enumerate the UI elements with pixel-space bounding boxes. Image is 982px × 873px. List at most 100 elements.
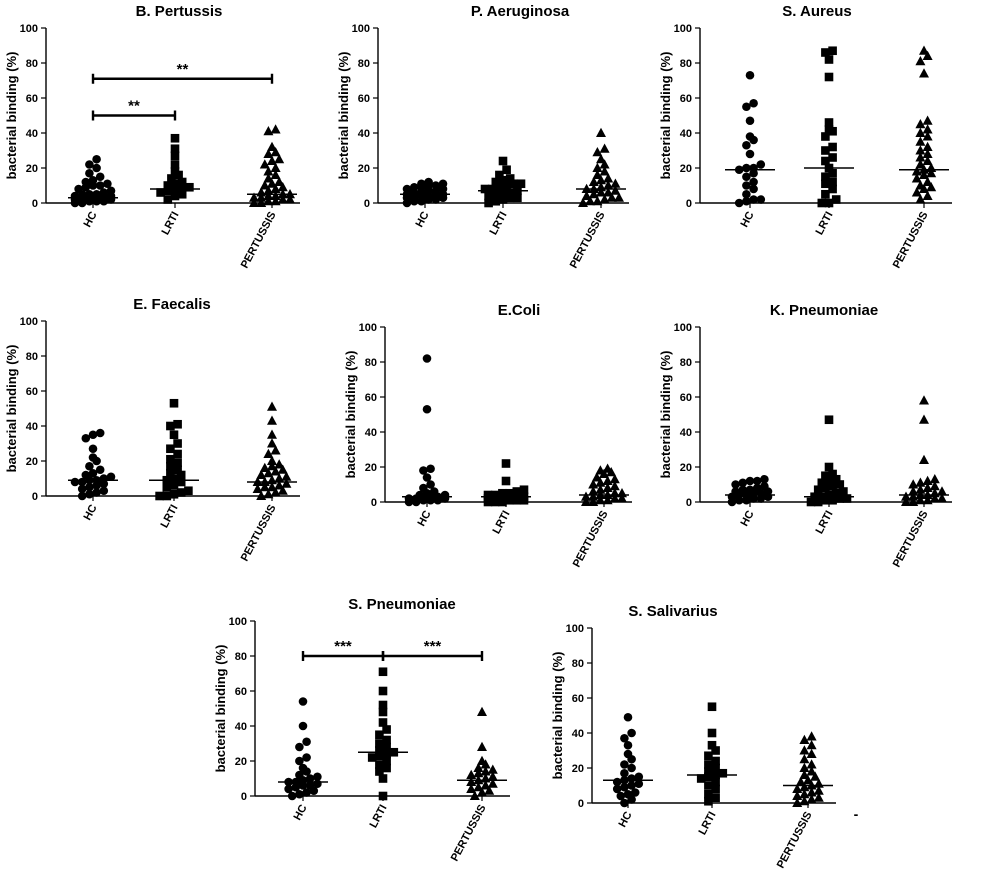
data-point-hc — [95, 172, 105, 182]
data-point-hc — [92, 488, 101, 497]
data-point-hc — [742, 172, 751, 182]
y-tick-label: 40 — [26, 128, 38, 140]
data-point-lrti — [821, 189, 830, 199]
data-point-hc — [623, 740, 633, 750]
y-tick-label: 0 — [578, 798, 584, 810]
data-point-lrti — [375, 751, 384, 761]
data-point-lrti — [704, 751, 713, 761]
data-point-lrti — [173, 465, 182, 475]
chart-title: K. Pneumoniae — [770, 302, 878, 319]
y-axis-label: bacterial binding (%) — [658, 351, 673, 479]
data-point-pertussis — [922, 475, 933, 485]
data-point-pertussis — [922, 131, 933, 141]
y-tick-label: 20 — [358, 163, 370, 175]
data-point-pertussis — [487, 771, 498, 781]
data-point-hc — [620, 733, 629, 743]
data-point-lrti — [711, 777, 720, 787]
x-tick-label: HC — [739, 210, 757, 230]
data-point-pertussis — [915, 194, 926, 204]
data-point-pertussis — [609, 481, 620, 491]
data-point-pertussis — [267, 415, 277, 425]
data-point-pertussis — [911, 173, 922, 183]
data-point-lrti — [173, 449, 182, 459]
data-point-lrti — [487, 184, 497, 194]
data-point-pertussis — [585, 196, 596, 206]
x-tick-label: LRTI — [488, 210, 510, 237]
data-point-pertussis — [277, 485, 288, 495]
data-point-lrti — [824, 462, 834, 472]
data-point-pertussis — [617, 493, 627, 503]
data-point-lrti — [163, 181, 173, 190]
y-tick-label: 100 — [359, 322, 377, 334]
data-point-lrti — [821, 471, 830, 481]
y-axis-label: bacterial binding (%) — [343, 351, 358, 479]
data-point-hc — [620, 782, 629, 792]
data-point-lrti — [817, 198, 827, 208]
data-point-hc — [422, 404, 432, 414]
data-point-lrti — [831, 474, 841, 484]
data-point-hc — [756, 160, 766, 169]
data-point-pertussis — [263, 448, 274, 458]
data-point-hc — [756, 195, 766, 204]
y-tick-label: 100 — [20, 316, 38, 328]
data-point-hc — [305, 774, 315, 783]
data-point-lrti — [718, 768, 728, 778]
data-point-lrti — [813, 497, 823, 507]
data-point-pertussis — [915, 495, 926, 505]
data-point-lrti — [162, 491, 172, 501]
y-tick-label: 60 — [680, 93, 692, 105]
data-point-pertussis — [915, 127, 926, 137]
data-point-lrti — [824, 198, 834, 208]
chart-title: S. Salivarius — [628, 603, 717, 620]
data-point-pertussis — [263, 166, 274, 176]
data-point-hc — [749, 177, 758, 187]
data-point-lrti — [824, 125, 834, 134]
data-point-pertussis — [908, 479, 919, 489]
x-tick-label: HC — [292, 803, 310, 823]
y-axis-label: bacterial binding (%) — [4, 52, 19, 180]
data-point-lrti — [378, 700, 388, 710]
data-point-lrti — [155, 491, 164, 501]
data-point-pertussis — [267, 401, 277, 411]
data-point-hc — [623, 712, 633, 722]
data-point-lrti — [835, 480, 845, 489]
data-point-pertussis — [806, 731, 817, 741]
data-point-hc — [81, 470, 91, 480]
data-point-lrti — [502, 181, 511, 190]
data-point-hc — [438, 179, 448, 189]
data-point-lrti — [375, 739, 384, 748]
data-point-hc — [88, 453, 98, 462]
data-point-lrti — [170, 160, 180, 169]
data-point-lrti — [516, 179, 526, 189]
y-tick-label: 40 — [365, 427, 377, 439]
data-point-pertussis — [277, 182, 288, 192]
data-point-pertussis — [915, 56, 926, 66]
data-point-lrti — [378, 791, 388, 801]
data-point-hc — [742, 181, 751, 190]
data-point-hc — [85, 168, 94, 178]
y-tick-label: 80 — [680, 357, 692, 369]
data-point-hc — [295, 742, 304, 752]
data-point-hc — [422, 354, 432, 363]
data-point-lrti — [169, 430, 179, 440]
data-point-lrti — [490, 490, 500, 500]
data-point-lrti — [156, 188, 165, 197]
data-point-pertussis — [592, 162, 603, 172]
data-point-hc — [431, 181, 441, 190]
data-point-pertussis — [473, 762, 484, 772]
x-tick-label: LRTI — [491, 509, 513, 536]
data-point-pertussis — [477, 755, 487, 765]
data-point-pertussis — [799, 762, 810, 772]
data-point-hc — [409, 182, 419, 192]
data-point-lrti — [169, 489, 179, 499]
data-point-lrti — [828, 153, 837, 162]
data-point-lrti — [185, 182, 194, 192]
chart-panel-4: E. Faecalis bacterial binding (%) 0 20 40 60 8… — [4, 296, 300, 563]
data-point-lrti — [173, 419, 182, 429]
data-point-pertussis — [806, 740, 817, 750]
chart-title: S. Aureus — [782, 3, 851, 20]
data-point-lrti — [173, 458, 182, 468]
data-point-lrti — [495, 170, 504, 180]
chart-title: S. Pneumoniae — [348, 596, 456, 613]
y-tick-label: 60 — [680, 392, 692, 404]
